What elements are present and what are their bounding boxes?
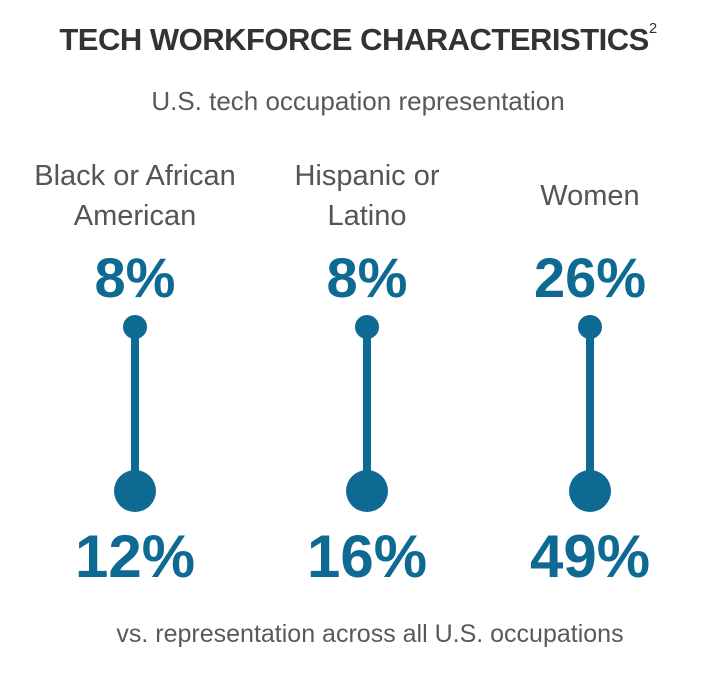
category-label: Hispanic or Latino xyxy=(237,156,497,236)
category-label-line: Black or African xyxy=(34,160,236,192)
tech-value-label: 8% xyxy=(94,246,176,309)
category-label-line: Latino xyxy=(327,200,407,232)
tech-value-dot xyxy=(355,315,379,339)
tech-value-dot xyxy=(123,315,147,339)
footnote-marker: 2 xyxy=(648,20,657,37)
category-label-line: American xyxy=(73,200,197,232)
tech-value-label: 8% xyxy=(326,246,408,309)
chart-footer: vs. representation across all U.S. occup… xyxy=(116,620,624,648)
chart-subtitle: U.S. tech occupation representation xyxy=(151,86,565,116)
category-label: Women xyxy=(460,176,716,216)
chart-title: TECH WORKFORCE CHARACTERISTICS2 xyxy=(0,20,716,58)
category-label-line: Women xyxy=(540,180,640,212)
dumbbell-stem xyxy=(586,327,594,490)
dumbbell-stem xyxy=(363,327,371,490)
title-text: TECH WORKFORCE CHARACTERISTICS xyxy=(59,22,649,57)
all-occupations-value-dot xyxy=(114,470,156,512)
all-occupations-value-dot xyxy=(346,470,388,512)
dumbbell-stem xyxy=(131,327,139,490)
category-label-line: Hispanic or xyxy=(294,160,440,192)
category-label: Black or African American xyxy=(5,156,265,236)
all-occupations-value-label: 49% xyxy=(529,523,651,590)
all-occupations-value-dot xyxy=(569,470,611,512)
all-occupations-value-label: 16% xyxy=(306,523,428,590)
all-occupations-value-label: 12% xyxy=(74,523,196,590)
tech-value-label: 26% xyxy=(533,246,647,309)
tech-value-dot xyxy=(578,315,602,339)
